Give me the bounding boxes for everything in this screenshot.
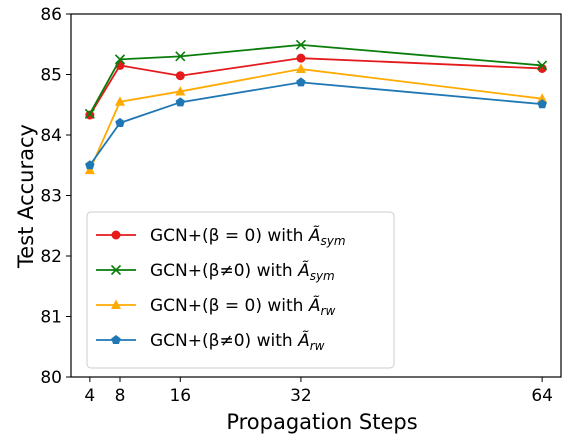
point-marker: [85, 160, 95, 170]
y-axis-label: Test Accuracy: [14, 124, 38, 269]
y-tick-label: 82: [40, 247, 62, 267]
point-marker: [295, 63, 306, 74]
marker-stroke: [110, 264, 122, 276]
point-marker: [175, 97, 186, 107]
point-marker: [296, 77, 306, 87]
y-tick-label: 84: [40, 126, 62, 146]
series-4: [85, 77, 547, 170]
point-marker: [111, 335, 121, 345]
point-marker: [110, 264, 122, 276]
x-tick-label: 8: [115, 386, 126, 406]
x-tick-label: 32: [290, 386, 312, 406]
point-marker: [84, 164, 95, 175]
y-tick-label: 80: [40, 368, 62, 388]
x-tick-label: 16: [169, 386, 191, 406]
point-marker: [175, 71, 185, 81]
legend-label: GCN+(β≠0) with Ãsym: [150, 259, 335, 283]
point-marker: [115, 117, 125, 127]
y-tick-label: 81: [40, 308, 62, 328]
legend-entry-3: GCN+(β = 0) with Ãrw: [96, 294, 335, 318]
point-marker: [537, 99, 547, 109]
legend-box: [86, 211, 395, 369]
y-axis-ticks: 80 81 82 83 84 85 86: [40, 5, 71, 388]
point-marker: [111, 230, 121, 240]
series-layer: [84, 39, 548, 175]
legend-label: GCN+(β = 0) with Ãrw: [150, 294, 335, 318]
marker-stroke: [295, 39, 306, 50]
x-axis-label: Propagation Steps: [226, 410, 417, 434]
series-line: [89, 57, 543, 116]
series-line: [89, 43, 543, 115]
legend-label: GCN+(β≠0) with Ãrw: [150, 329, 325, 353]
x-axis-ticks: 4 8 16 32 64: [84, 377, 553, 406]
point-marker: [111, 299, 121, 309]
point-marker: [175, 85, 186, 96]
point-marker: [537, 93, 548, 103]
legend-entry-2: GCN+(β≠0) with Ãsym: [96, 259, 335, 283]
legend: GCN+(β = 0) with Ãsym GCN+(β≠0) with Ãsym…: [86, 211, 395, 369]
x-tick-label: 64: [531, 386, 553, 406]
point-marker: [537, 60, 548, 71]
point-marker: [114, 54, 126, 65]
series-1: [85, 53, 547, 120]
marker-stroke: [84, 108, 95, 119]
marker-stroke: [175, 51, 186, 62]
legend-entry-1: GCN+(β = 0) with Ãsym: [96, 224, 346, 248]
point-marker: [84, 108, 95, 119]
x-tick-label: 4: [84, 386, 95, 406]
series-2: [84, 39, 548, 119]
legend-entry-4: GCN+(β≠0) with Ãrw: [96, 329, 325, 353]
y-tick-label: 85: [40, 66, 62, 86]
point-marker: [85, 110, 95, 120]
point-marker: [537, 63, 547, 73]
legend-label: GCN+(β = 0) with Ãsym: [150, 224, 346, 248]
point-marker: [175, 51, 186, 62]
marker-stroke: [537, 60, 548, 71]
marker-stroke: [114, 54, 126, 65]
y-tick-label: 83: [40, 187, 62, 207]
point-marker: [296, 53, 306, 63]
series-3: [84, 63, 548, 175]
point-marker: [295, 39, 306, 50]
point-marker: [115, 96, 125, 106]
y-tick-label: 86: [40, 5, 62, 25]
